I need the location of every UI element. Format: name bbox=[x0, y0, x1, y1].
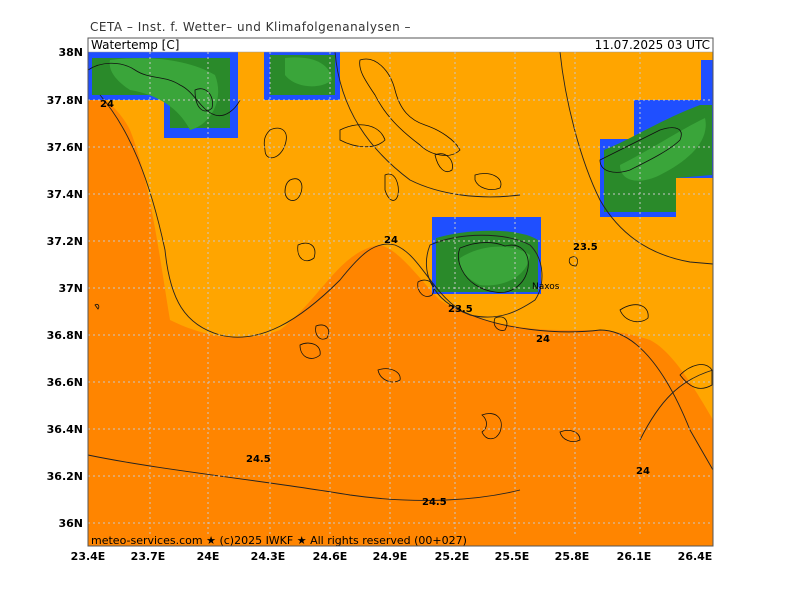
lat-label: 37.4N bbox=[47, 188, 83, 201]
lat-label: 38N bbox=[58, 46, 83, 59]
contour-labels: 24 23.5 24 23.5 24 24 24.5 24.5 bbox=[100, 99, 650, 508]
lon-label: 25.2E bbox=[435, 550, 470, 563]
lon-label: 24E bbox=[197, 550, 220, 563]
lat-label: 36N bbox=[58, 517, 83, 530]
variable-label: Watertemp [C] bbox=[91, 38, 179, 52]
lat-label: 37.6N bbox=[47, 141, 83, 154]
contour-label: 24.5 bbox=[246, 454, 271, 465]
map-frame bbox=[87, 37, 714, 547]
lat-label: 36.8N bbox=[47, 329, 83, 342]
lat-label: 37.8N bbox=[47, 94, 83, 107]
lon-label: 25.8E bbox=[555, 550, 590, 563]
lon-label: 24.3E bbox=[251, 550, 286, 563]
coastlines bbox=[87, 58, 713, 442]
lon-label: 23.7E bbox=[131, 550, 166, 563]
lon-axis: 23.4E 23.7E 24E 24.3E 24.6E 24.9E 25.2E … bbox=[71, 550, 713, 563]
header-title: CETA – Inst. f. Wetter– und Klimafolgena… bbox=[90, 20, 412, 34]
grid-lines bbox=[88, 52, 713, 546]
contour-label: 24 bbox=[100, 99, 114, 110]
lat-label: 36.2N bbox=[47, 470, 83, 483]
cold-patch-naxos bbox=[432, 217, 541, 294]
contour-label: 23.5 bbox=[448, 304, 473, 315]
lon-label: 24.6E bbox=[313, 550, 348, 563]
cold-patch-nw bbox=[88, 52, 340, 138]
lat-label: 37.2N bbox=[47, 235, 83, 248]
lat-label: 36.4N bbox=[47, 423, 83, 436]
contour-label: 24 bbox=[384, 235, 398, 246]
contour-lines bbox=[87, 51, 714, 501]
lon-label: 25.5E bbox=[495, 550, 530, 563]
lat-axis: 38N 37.8N 37.6N 37.4N 37.2N 37N 36.8N 36… bbox=[47, 46, 83, 530]
lon-label: 26.1E bbox=[617, 550, 652, 563]
lat-label: 37N bbox=[58, 282, 83, 295]
contour-label: 23.5 bbox=[573, 242, 598, 253]
lat-label: 36.6N bbox=[47, 376, 83, 389]
place-label-naxos: Naxos bbox=[532, 282, 560, 292]
map-area: 24 23.5 24 23.5 24 24 24.5 24.5 Naxos Wa… bbox=[87, 37, 714, 547]
timestamp: 11.07.2025 03 UTC bbox=[595, 38, 710, 52]
contour-label: 24 bbox=[536, 334, 550, 345]
lon-label: 23.4E bbox=[71, 550, 106, 563]
contour-label: 24 bbox=[636, 466, 650, 477]
contour-label: 24.5 bbox=[422, 497, 447, 508]
cold-patch-east bbox=[600, 60, 713, 217]
footer-credit: meteo-services.com ★ (c)2025 IWKF ★ All … bbox=[91, 534, 467, 547]
lon-label: 24.9E bbox=[373, 550, 408, 563]
footer-strip bbox=[88, 534, 713, 546]
sea-cool-region bbox=[100, 52, 713, 420]
lon-label: 26.4E bbox=[678, 550, 713, 563]
